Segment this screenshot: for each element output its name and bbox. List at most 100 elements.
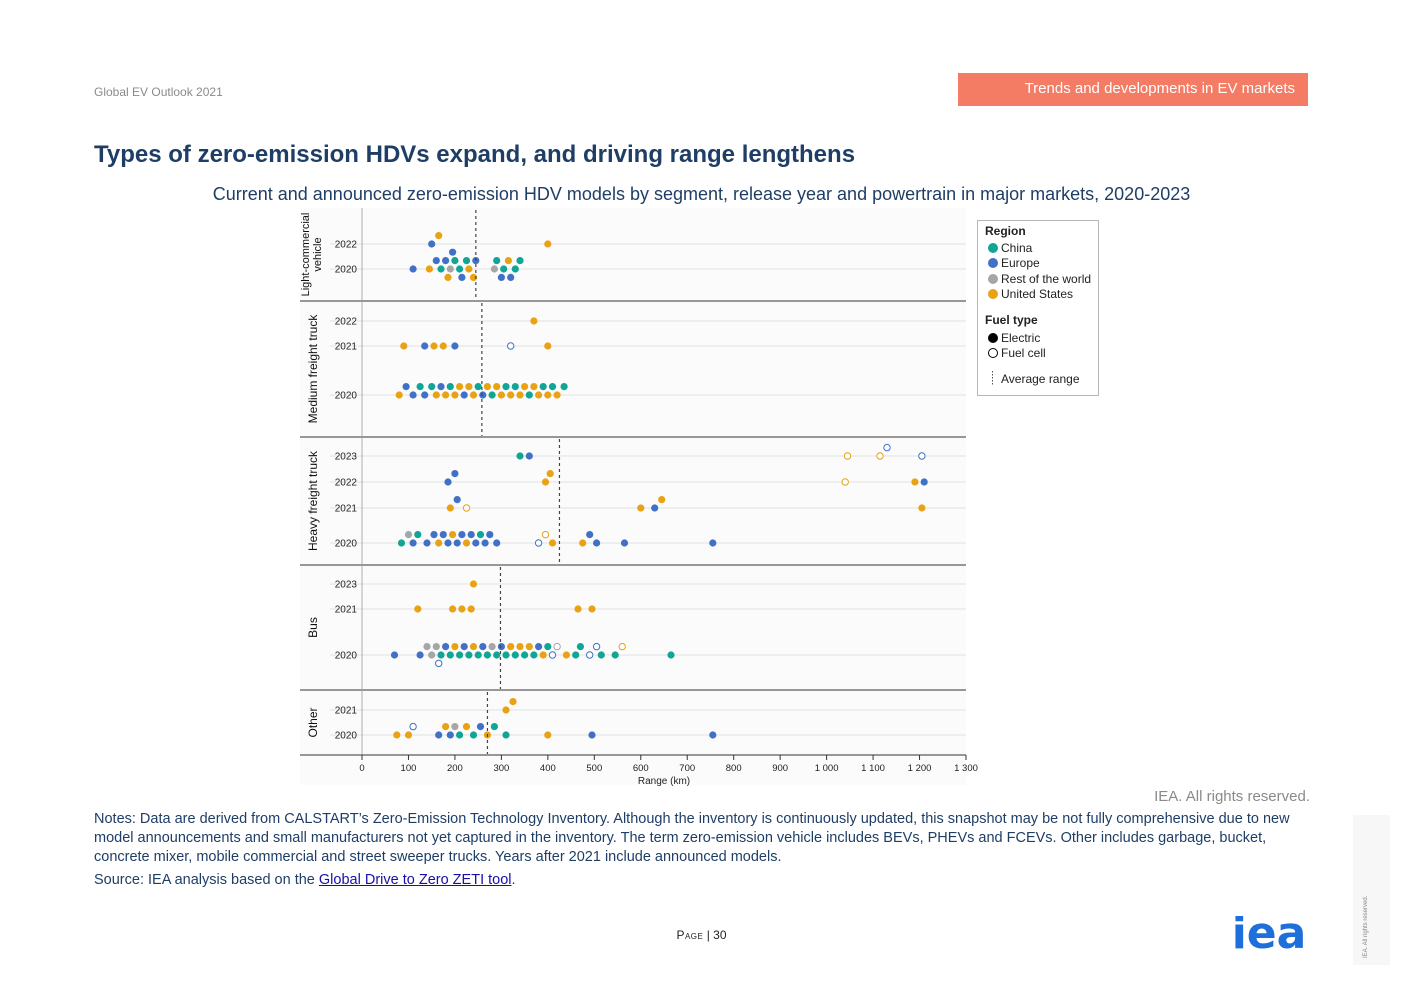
- data-point-europe-electric: [402, 383, 410, 391]
- side-rights-text: IEA. All rights reserved.: [1363, 895, 1369, 958]
- data-point-china-electric: [511, 383, 519, 391]
- data-point-europe-electric: [709, 539, 717, 547]
- data-point-china-electric: [525, 391, 533, 399]
- data-point-europe-electric: [920, 478, 928, 486]
- data-point-united-states-electric: [553, 391, 561, 399]
- data-point-united-states-electric: [395, 391, 403, 399]
- legend-fuel-title: Fuel type: [985, 313, 1038, 327]
- data-point-europe-fuel-cell: [409, 722, 417, 731]
- year-label: 2020: [335, 731, 358, 742]
- data-point-china-electric: [483, 651, 491, 659]
- data-point-united-states-fuel-cell: [876, 452, 884, 460]
- data-point-china-electric: [597, 651, 605, 659]
- data-point-united-states-electric: [497, 391, 505, 399]
- x-tick-label: 400: [540, 763, 556, 774]
- data-point-united-states-electric: [444, 273, 452, 281]
- data-point-united-states-electric: [414, 605, 422, 613]
- data-point-europe-electric: [421, 342, 429, 350]
- legend-item-electric: Electric: [988, 331, 1040, 346]
- data-point-united-states-electric: [535, 391, 543, 399]
- year-label: 2022: [335, 478, 358, 489]
- data-point-europe-electric: [421, 391, 429, 399]
- data-point-europe-electric: [479, 643, 487, 651]
- data-point-united-states-electric: [442, 391, 450, 399]
- data-point-united-states-electric: [637, 504, 645, 512]
- dashed-line-icon: [988, 371, 998, 386]
- data-point-china-electric: [456, 651, 464, 659]
- data-point-united-states-electric: [502, 706, 510, 714]
- data-point-europe-electric: [446, 731, 454, 739]
- data-point-europe-fuel-cell: [586, 651, 594, 659]
- data-point-europe-electric: [493, 539, 501, 547]
- data-point-china-electric: [437, 265, 445, 273]
- data-point-china-electric: [521, 651, 529, 659]
- segment-label: Bus: [306, 617, 320, 638]
- x-axis-title: Range (km): [638, 776, 690, 787]
- data-point-china-electric: [511, 651, 519, 659]
- year-label: 2021: [335, 504, 358, 515]
- data-point-china-electric: [500, 265, 508, 273]
- data-point-europe-electric: [416, 651, 424, 659]
- data-point-united-states-electric: [483, 383, 491, 391]
- panel-heavy-freight-truck: Heavy freight truck 2023 2022 2021 2020: [300, 439, 966, 566]
- data-point-china-electric: [576, 643, 585, 651]
- x-tick-label: 900: [772, 763, 788, 774]
- data-point-united-states-electric: [400, 342, 408, 350]
- data-point-united-states-electric: [439, 342, 447, 350]
- data-point-europe-electric: [497, 273, 505, 281]
- legend-item-united-states: United States: [988, 287, 1073, 302]
- data-point-europe-electric: [535, 643, 543, 651]
- year-label: 2021: [335, 706, 358, 717]
- data-point-united-states-electric: [449, 605, 457, 613]
- year-label: 2020: [335, 265, 358, 276]
- data-point-united-states-electric: [465, 383, 473, 391]
- europe-swatch-icon: [988, 258, 998, 268]
- legend-item-europe: Europe: [988, 256, 1040, 271]
- data-point-china-electric: [490, 723, 498, 731]
- x-axis: 0 100 200 300 400 500 600 700 800 900 1 000 1 100 1 …: [359, 754, 978, 787]
- data-point-europe-fuel-cell: [435, 659, 443, 668]
- data-point-china-electric: [397, 539, 406, 547]
- data-point-china-electric: [476, 531, 485, 539]
- zeti-tool-link[interactable]: Global Drive to Zero ZETI tool: [318, 872, 512, 888]
- x-tick-label: 700: [679, 763, 695, 774]
- data-point-europe-electric: [390, 651, 399, 659]
- data-point-china-electric: [516, 452, 524, 460]
- data-point-europe-electric: [428, 240, 436, 248]
- data-point-united-states-electric: [579, 539, 587, 547]
- data-point-europe-electric: [460, 391, 468, 399]
- year-label: 2022: [335, 240, 358, 251]
- year-label: 2021: [335, 605, 358, 616]
- legend-item-fuel-cell: Fuel cell: [988, 346, 1046, 361]
- data-point-china-electric: [416, 383, 424, 391]
- data-point-china-electric: [560, 383, 568, 391]
- data-point-united-states-electric: [469, 273, 478, 281]
- x-tick-label: 500: [586, 763, 602, 774]
- data-point-united-states-electric: [435, 539, 443, 547]
- data-point-united-states-electric: [504, 257, 512, 265]
- year-label: 2020: [335, 391, 358, 402]
- side-strip: [1353, 815, 1390, 965]
- data-point-united-states-electric: [544, 342, 552, 350]
- data-point-united-states-electric: [442, 723, 450, 731]
- data-point-china-electric: [493, 257, 501, 265]
- section-tag[interactable]: Trends and developments in EV markets: [958, 73, 1308, 106]
- year-label: 2023: [335, 580, 358, 591]
- x-tick-label: 0: [359, 763, 364, 774]
- data-point-europe-electric: [620, 539, 629, 547]
- data-point-united-states-electric: [525, 643, 533, 651]
- data-point-united-states-electric: [446, 504, 454, 512]
- iea-logo[interactable]: iea: [1229, 916, 1309, 952]
- panel-light-commercial-vehicle: Light-commercialvehicle 2022 2020: [300, 210, 966, 302]
- data-point-united-states-electric: [469, 391, 478, 399]
- data-point-china-electric: [474, 651, 482, 659]
- credit-text: IEA. All rights reserved.: [1154, 788, 1310, 805]
- data-point-united-states-electric: [425, 265, 433, 273]
- data-point-united-states-electric: [430, 342, 438, 350]
- data-point-china-electric: [488, 391, 496, 399]
- data-point-europe-electric: [479, 391, 487, 399]
- data-point-europe-electric: [486, 531, 494, 539]
- data-point-united-states-electric: [493, 383, 501, 391]
- segment-label: Other: [306, 707, 320, 737]
- panel-medium-freight-truck: Medium freight truck 2022 2021 2020: [300, 303, 966, 438]
